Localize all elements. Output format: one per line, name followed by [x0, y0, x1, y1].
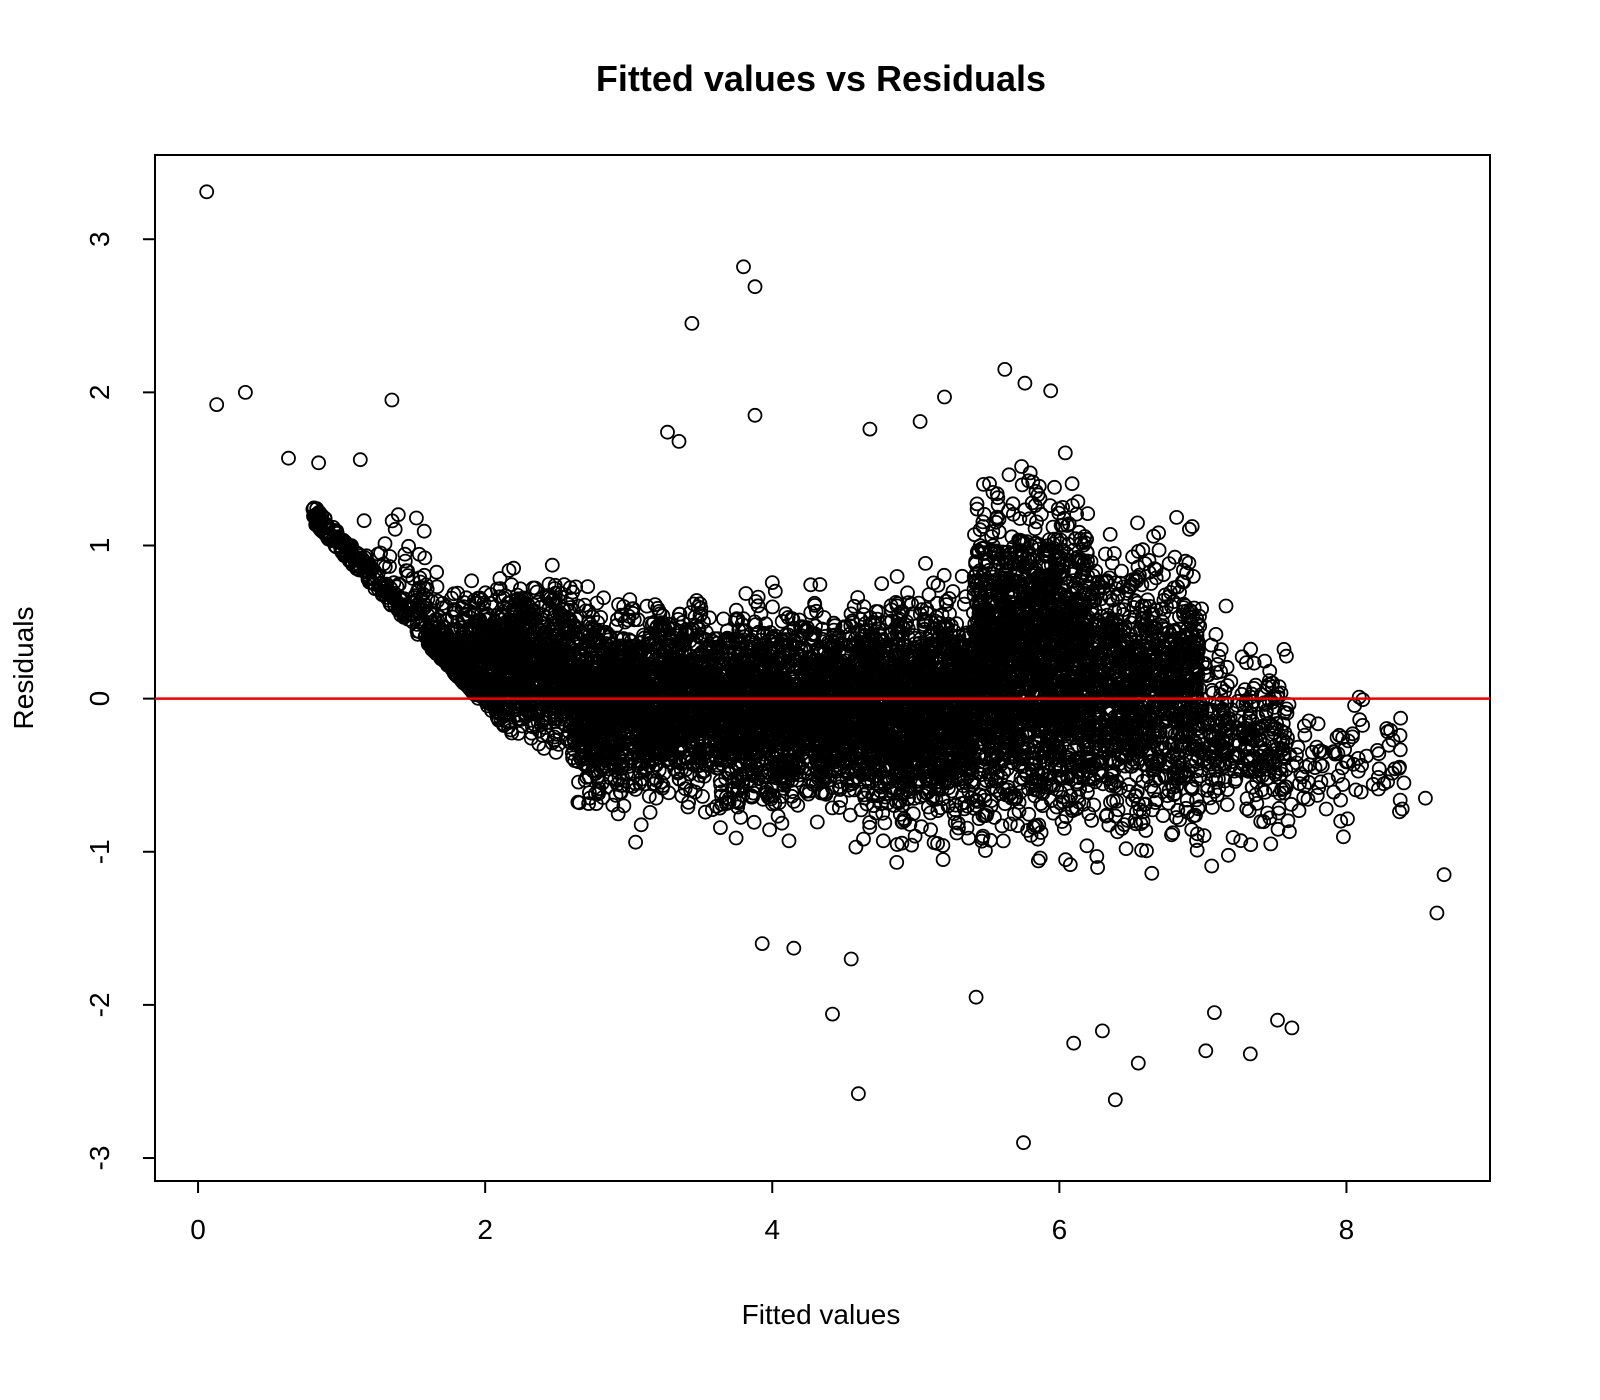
data-point — [642, 805, 658, 820]
data-point — [790, 797, 806, 813]
data-point — [464, 573, 480, 589]
data-point — [850, 590, 866, 605]
data-point — [382, 587, 398, 602]
data-point — [762, 822, 777, 838]
data-point — [405, 614, 421, 630]
data-point — [580, 579, 596, 594]
data-point — [408, 510, 424, 526]
data-point — [746, 814, 762, 830]
data-point — [387, 521, 403, 537]
data-point — [633, 817, 649, 833]
data-point — [397, 546, 413, 562]
data-point — [311, 520, 327, 536]
data-point — [366, 571, 382, 587]
data-point — [341, 553, 357, 569]
data-point — [750, 589, 766, 605]
data-point — [401, 538, 417, 554]
data-point — [311, 515, 327, 531]
data-point — [738, 586, 754, 601]
data-point — [713, 820, 728, 835]
plot-frame — [154, 154, 1491, 1182]
data-point — [390, 507, 406, 523]
data-point — [417, 550, 433, 566]
data-point — [397, 553, 413, 569]
data-point — [368, 569, 384, 585]
data-point — [812, 577, 828, 592]
data-point — [357, 564, 372, 580]
data-point — [395, 602, 411, 618]
data-point — [613, 785, 629, 801]
data-point — [382, 559, 397, 574]
data-point — [781, 833, 797, 849]
data-point — [341, 539, 357, 554]
data-point — [311, 505, 326, 521]
data-point — [765, 599, 780, 615]
data-point — [429, 564, 445, 580]
data-point — [767, 583, 783, 599]
data-point — [544, 557, 560, 573]
data-point — [400, 563, 415, 579]
data-point — [416, 523, 432, 539]
data-point — [383, 581, 399, 597]
data-points — [199, 184, 1452, 1151]
data-point — [377, 559, 393, 575]
data-point — [377, 536, 393, 551]
data-point — [764, 575, 780, 590]
data-point — [628, 834, 643, 850]
data-point — [716, 611, 731, 627]
data-point — [728, 830, 744, 846]
data-point — [349, 561, 365, 576]
data-point — [339, 547, 355, 562]
data-point — [411, 581, 427, 597]
data-point — [506, 560, 521, 576]
data-point — [396, 591, 412, 607]
data-point — [356, 513, 372, 529]
data-point — [809, 814, 825, 830]
data-point — [848, 839, 864, 855]
data-point — [380, 583, 396, 599]
data-point — [378, 590, 394, 605]
chart-title: Fitted values vs Residuals — [596, 58, 1046, 99]
data-point — [391, 576, 407, 592]
data-point — [373, 545, 389, 561]
